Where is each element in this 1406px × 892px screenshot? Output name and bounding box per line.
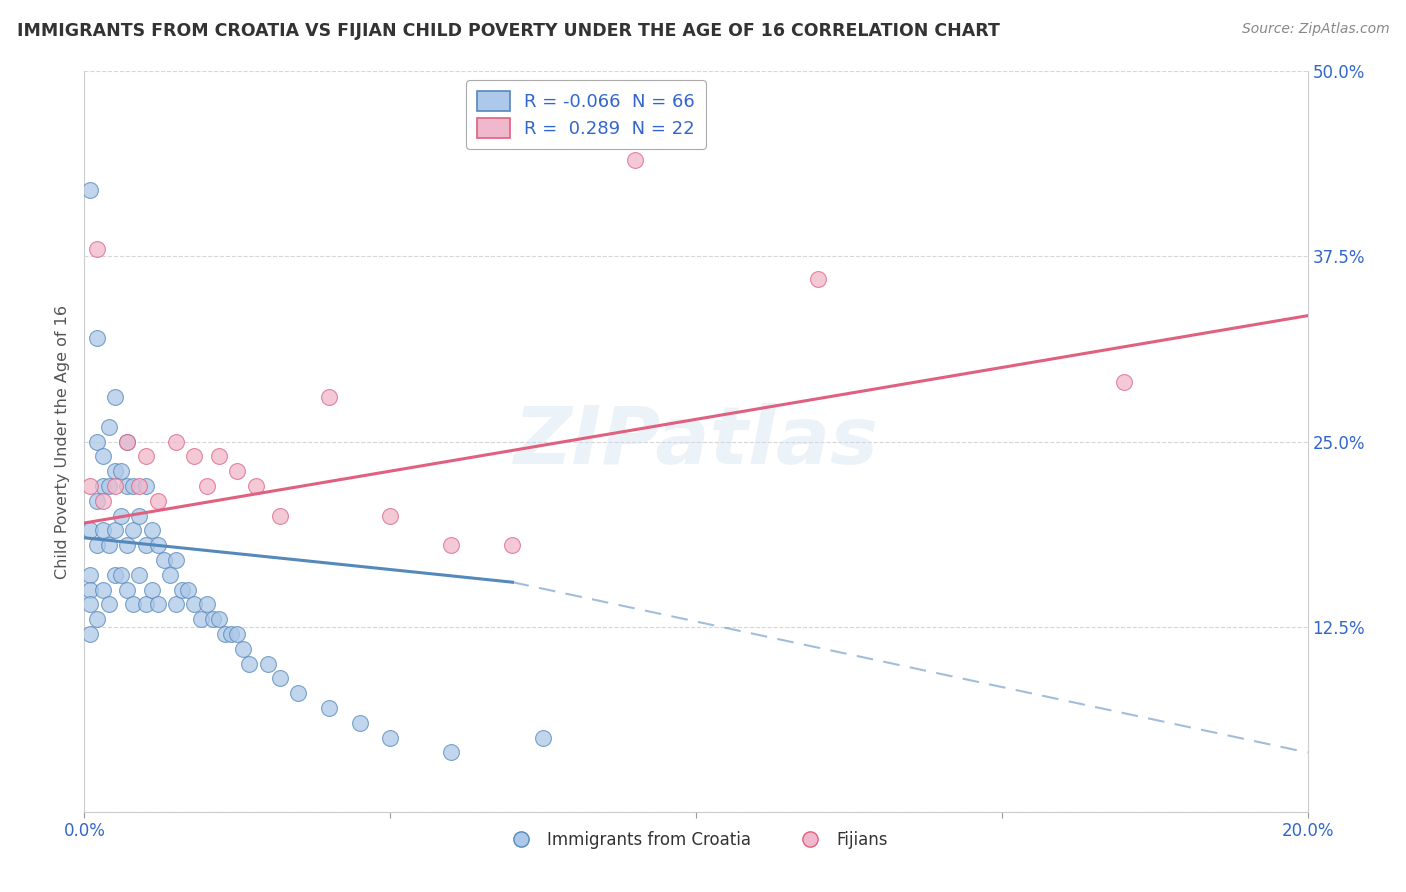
Point [269,508,291,523]
Point [1114,376,1136,390]
Point [502,538,524,552]
Point [135,450,157,464]
Point [172,582,194,597]
Point [177,582,200,597]
Point [159,567,181,582]
Point [122,598,145,612]
Point [122,479,145,493]
Point [183,598,205,612]
Point [91,493,114,508]
Point [122,524,145,538]
Point [97,538,120,552]
Point [86,434,108,449]
Text: ZIPatlas: ZIPatlas [513,402,879,481]
Point [238,657,260,671]
Point [135,598,157,612]
Point [86,493,108,508]
Point [79,567,101,582]
Point [91,450,114,464]
Point [97,598,120,612]
Point [153,553,176,567]
Point [97,419,120,434]
Point [195,598,218,612]
Point [79,598,101,612]
Point [226,464,249,478]
Point [128,479,150,493]
Point [245,479,267,493]
Point [115,538,138,552]
Point [208,450,231,464]
Point [115,434,138,449]
Point [91,479,114,493]
Point [183,450,205,464]
Point [165,598,187,612]
Point [232,641,254,656]
Point [91,582,114,597]
Point [115,479,138,493]
Point [146,538,169,552]
Point [195,479,218,493]
Point [257,657,280,671]
Point [226,627,249,641]
Point [104,524,127,538]
Point [110,508,132,523]
Point [86,331,108,345]
Text: IMMIGRANTS FROM CROATIA VS FIJIAN CHILD POVERTY UNDER THE AGE OF 16 CORRELATION : IMMIGRANTS FROM CROATIA VS FIJIAN CHILD … [17,22,1000,40]
Point [104,464,127,478]
Point [440,746,463,760]
Point [349,715,371,730]
Point [531,731,554,745]
Point [318,701,340,715]
Text: Source: ZipAtlas.com: Source: ZipAtlas.com [1241,22,1389,37]
Point [165,553,187,567]
Point [201,612,224,626]
Point [79,582,101,597]
Point [135,479,157,493]
Point [318,390,340,404]
Point [440,538,463,552]
Point [79,479,101,493]
Point [110,464,132,478]
Point [165,434,187,449]
Point [135,538,157,552]
Point [287,686,309,700]
Point [807,271,830,285]
Point [214,627,236,641]
Point [219,627,242,641]
Point [128,508,150,523]
Point [115,434,138,449]
Point [79,524,101,538]
Point [190,612,212,626]
Point [380,731,402,745]
Point [380,508,402,523]
Point [110,567,132,582]
Point [269,672,291,686]
Point [128,567,150,582]
Point [146,493,169,508]
Y-axis label: Child Poverty Under the Age of 16: Child Poverty Under the Age of 16 [55,304,70,579]
Point [104,567,127,582]
Point [79,627,101,641]
Legend: Immigrants from Croatia, Fijians: Immigrants from Croatia, Fijians [498,824,894,855]
Point [79,183,101,197]
Point [86,242,108,256]
Point [97,479,120,493]
Point [208,612,231,626]
Point [624,153,647,168]
Point [115,582,138,597]
Point [141,524,163,538]
Point [141,582,163,597]
Point [104,479,127,493]
Point [104,390,127,404]
Point [86,612,108,626]
Point [146,598,169,612]
Point [91,524,114,538]
Point [86,538,108,552]
